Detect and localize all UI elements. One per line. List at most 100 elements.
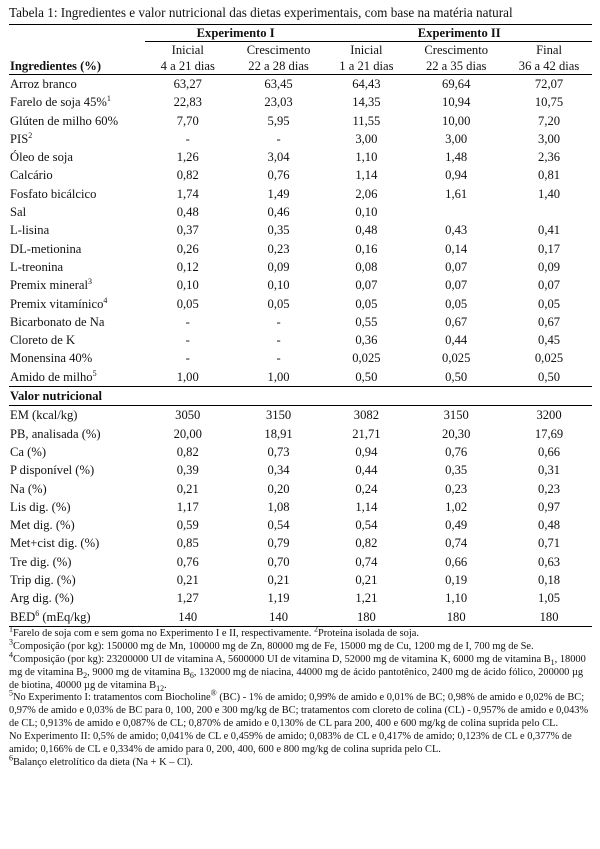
cell-value: 0,16 <box>355 241 378 256</box>
col-days: 36 a 42 dias <box>506 58 592 75</box>
cell-value: 0,19 <box>445 573 468 588</box>
cell-value: 0,21 <box>355 573 378 588</box>
row-label: Arroz branco <box>10 77 77 91</box>
col-phase: Crescimento <box>424 43 489 57</box>
footnote-5b: No Experimento II: 0,5% de amido; 0,041%… <box>9 731 572 756</box>
cell-value: 3,04 <box>267 150 290 165</box>
ingredient-row: DL-metionina 0,26 0,23 0,16 0,14 0,17 <box>9 240 592 258</box>
cell-value: 0,76 <box>176 554 199 569</box>
cell-value: - <box>185 351 190 366</box>
nutrition-row: Ca (%) 0,82 0,73 0,94 0,76 0,66 <box>9 443 592 461</box>
footnotes: 1Farelo de soja com e sem goma no Experi… <box>9 625 592 770</box>
cell-value: 0,67 <box>445 314 468 329</box>
cell-value: 0,26 <box>176 241 199 256</box>
cell-value: 0,44 <box>355 463 378 478</box>
cell-value: 1,14 <box>355 499 378 514</box>
row-label: PB, analisada (%) <box>10 426 101 441</box>
cell-value: 0,71 <box>538 536 561 551</box>
cell-value: 0,21 <box>176 481 199 496</box>
ingredient-row: Bicarbonato de Na - - 0,55 0,67 0,67 <box>9 313 592 331</box>
cell-value: 0,08 <box>355 259 378 274</box>
cell-value: 1,05 <box>538 591 561 606</box>
cell-value: 0,025 <box>534 351 564 366</box>
cell-value: 0,07 <box>355 278 378 293</box>
cell-value: - <box>185 314 190 329</box>
cell-value: 1,19 <box>267 591 290 606</box>
cell-value: 0,82 <box>176 168 199 183</box>
ingredient-row: Cloreto de K - - 0,36 0,44 0,45 <box>9 331 592 349</box>
cell-value: 0,07 <box>538 278 561 293</box>
page: Tabela 1: Ingredientes e valor nutricion… <box>9 5 592 770</box>
nutrition-row: P disponível (%) 0,39 0,34 0,44 0,35 0,31 <box>9 461 592 479</box>
row-label: Arg dig. (%) <box>10 591 74 606</box>
cell-value: 23,03 <box>264 95 293 110</box>
cell-value: 0,05 <box>267 296 290 311</box>
cell-value: - <box>185 333 190 348</box>
row-label: Ca (%) <box>10 444 47 459</box>
cell-value: 10,00 <box>442 113 471 128</box>
cell-value: 0,34 <box>267 463 290 478</box>
nutrition-row: Arg dig. (%) 1,27 1,19 1,21 1,10 1,05 <box>9 589 592 607</box>
nutrition-row: Tre dig. (%) 0,76 0,70 0,74 0,66 0,63 <box>9 553 592 571</box>
cell-value: - <box>276 333 281 348</box>
cell-value: 0,97 <box>538 499 561 514</box>
cell-value: 0,41 <box>538 223 561 238</box>
cell-value: 17,69 <box>534 426 564 441</box>
col-phase: Crescimento <box>246 43 311 57</box>
cell-value: - <box>276 131 281 146</box>
nutrition-row: Trip dig. (%) 0,21 0,21 0,21 0,19 0,18 <box>9 571 592 589</box>
cell-value: 3050 <box>175 408 201 423</box>
cell-value: 0,14 <box>445 241 468 256</box>
row-label: Calcário <box>10 168 53 183</box>
cell-value: 0,05 <box>176 296 199 311</box>
cell-value: 63,27 <box>173 77 202 91</box>
cell-value: 0,55 <box>355 314 378 329</box>
cell-value: 0,05 <box>445 296 468 311</box>
nutrition-row: EM (kcal/kg) 3050 3150 3082 3150 3200 <box>9 406 592 425</box>
cell-value: 0,70 <box>267 554 290 569</box>
cell-value: 10,94 <box>442 95 471 110</box>
cell-value: 1,27 <box>176 591 199 606</box>
row-label: L-lisina <box>10 223 50 238</box>
row-label: Lis dig. (%) <box>10 499 71 514</box>
cell-value: 0,50 <box>445 369 468 384</box>
row-label: Farelo de soja 45%1 <box>10 94 111 110</box>
cell-value: 1,10 <box>355 150 378 165</box>
cell-value: 0,17 <box>538 241 561 256</box>
cell-value: 0,85 <box>176 536 199 551</box>
ingredient-row: Calcário 0,82 0,76 1,14 0,94 0,81 <box>9 166 592 184</box>
cell-value: 0,025 <box>352 351 381 366</box>
row-label: Trip dig. (%) <box>10 573 76 588</box>
cell-value: 0,09 <box>538 259 561 274</box>
cell-value: 20,30 <box>442 426 471 441</box>
cell-value: 0,67 <box>538 314 561 329</box>
ingredient-row: Óleo de soja 1,26 3,04 1,10 1,48 2,36 <box>9 148 592 166</box>
row-label: EM (kcal/kg) <box>10 408 78 423</box>
cell-value: 0,35 <box>267 223 290 238</box>
footnote-6: 6Balanço eletrolítico da dieta (Na + K –… <box>9 753 193 768</box>
cell-value: 0,23 <box>445 481 468 496</box>
cell-value: 0,74 <box>445 536 468 551</box>
experiment-1-header: Experimento I <box>144 25 327 42</box>
cell-value: 0,49 <box>445 518 468 533</box>
cell-value: 0,43 <box>445 223 468 238</box>
cell-value: 3082 <box>353 408 379 423</box>
row-label: Met+cist dig. (%) <box>10 536 100 551</box>
cell-value: - <box>185 131 190 146</box>
row-label: L-treonina <box>10 259 64 274</box>
cell-value: 0,48 <box>355 223 378 238</box>
cell-value: 0,94 <box>355 444 378 459</box>
cell-value: 7,70 <box>176 113 199 128</box>
row-label: DL-metionina <box>10 241 82 256</box>
row-label: Fosfato bicálcico <box>10 186 97 201</box>
cell-value: 64,43 <box>352 77 381 91</box>
col-phase: Inicial <box>350 43 383 57</box>
ingredient-row: Sal 0,48 0,46 0,10 <box>9 203 592 221</box>
cell-value: 69,64 <box>442 77 471 91</box>
cell-value: 0,81 <box>538 168 561 183</box>
cell-value: 0,36 <box>355 333 378 348</box>
ingredient-row: PIS2 - - 3,00 3,00 3,00 <box>9 130 592 148</box>
cell-value: 0,48 <box>176 205 199 220</box>
ingredient-row: Arroz branco 63,27 63,45 64,43 69,64 72,07 <box>9 75 592 94</box>
experiment-2-header: Experimento II <box>326 25 592 42</box>
